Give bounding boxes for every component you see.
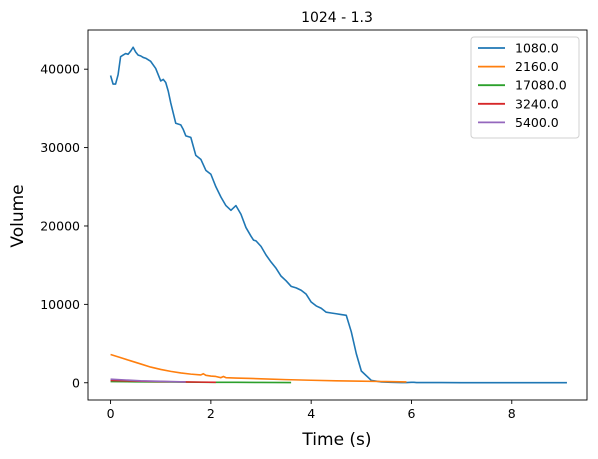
y-tick-label-1: 10000 xyxy=(40,297,80,312)
y-tick-label-2: 20000 xyxy=(40,218,80,233)
x-tick-label-2: 4 xyxy=(307,406,315,421)
x-axis-ticks: 0 2 4 6 8 xyxy=(107,400,516,421)
y-tick-label-3: 30000 xyxy=(40,140,80,155)
x-tick-label-3: 6 xyxy=(407,406,415,421)
y-axis-label: Volume xyxy=(8,184,28,247)
legend-label-0: 1080.0 xyxy=(515,41,559,56)
x-tick-label-1: 2 xyxy=(207,406,215,421)
plot-frame xyxy=(87,29,588,401)
legend-label-3: 3240.0 xyxy=(515,96,559,111)
x-axis-label: Time (s) xyxy=(301,430,371,450)
chart-title: 1024 - 1.3 xyxy=(301,10,373,26)
legend: 1080.0 2160.0 17080.0 3240.0 5400.0 xyxy=(470,36,580,139)
legend-label-4: 5400.0 xyxy=(515,115,559,130)
x-tick-label-4: 8 xyxy=(508,406,516,421)
series-lines xyxy=(109,46,567,384)
legend-label-2: 17080.0 xyxy=(515,78,567,93)
y-tick-label-0: 0 xyxy=(72,375,80,390)
legend-label-1: 2160.0 xyxy=(515,59,559,74)
series-line-1 xyxy=(110,353,407,383)
x-tick-label-0: 0 xyxy=(107,406,115,421)
plot-area xyxy=(87,29,588,401)
y-tick-label-4: 40000 xyxy=(40,62,80,77)
y-axis-ticks: 0 10000 20000 30000 40000 xyxy=(40,62,88,390)
series-line-4 xyxy=(110,378,186,383)
legend-box xyxy=(470,36,580,139)
